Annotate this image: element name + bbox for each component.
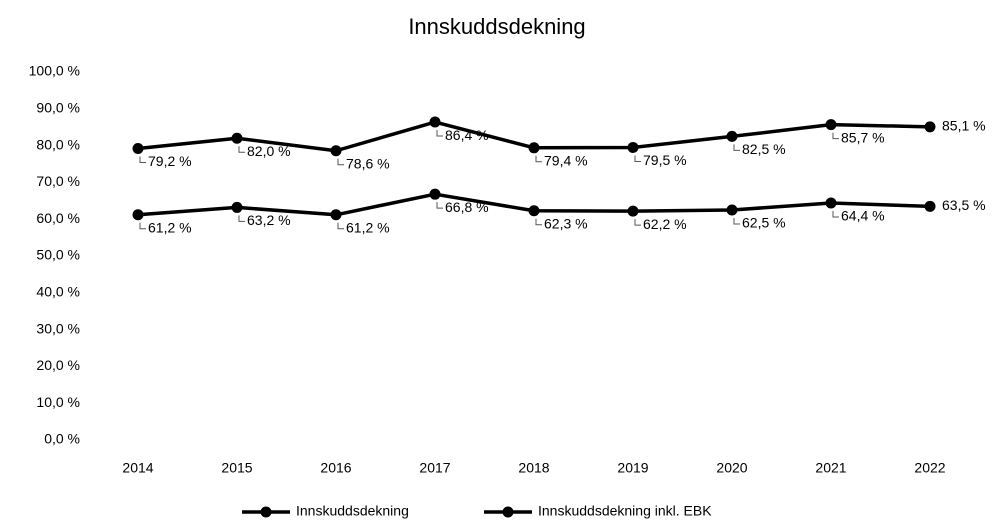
point-marker	[924, 121, 936, 133]
point-marker	[528, 205, 540, 217]
x-tick-label: 2015	[221, 460, 252, 476]
x-tick-label: 2014	[122, 460, 153, 476]
x-tick-label: 2017	[419, 460, 450, 476]
data-label: 82,5 %	[742, 141, 786, 157]
data-label: 62,5 %	[742, 215, 786, 231]
data-label: 64,4 %	[841, 208, 885, 224]
label-leader	[436, 130, 443, 137]
point-marker	[627, 141, 639, 153]
legend-marker	[502, 506, 514, 518]
data-label: 62,3 %	[544, 215, 588, 231]
data-label: 79,4 %	[544, 153, 588, 169]
label-leader	[139, 222, 146, 230]
legend-marker	[260, 506, 272, 518]
x-tick-label: 2020	[716, 460, 747, 476]
data-label: 63,5 %	[942, 197, 986, 213]
point-marker	[726, 130, 738, 142]
point-marker	[330, 209, 342, 221]
y-tick-label: 50,0 %	[36, 247, 80, 263]
y-tick-label: 100,0 %	[29, 63, 80, 79]
label-leader	[238, 215, 245, 222]
y-tick-label: 20,0 %	[36, 357, 80, 373]
data-label: 85,1 %	[942, 118, 986, 134]
point-marker	[627, 205, 639, 217]
label-leader	[535, 155, 542, 163]
data-label: 79,2 %	[148, 153, 192, 169]
label-leader	[733, 218, 740, 225]
y-tick-label: 40,0 %	[36, 284, 80, 300]
label-leader	[832, 211, 839, 218]
data-label: 63,2 %	[247, 212, 291, 228]
point-marker	[726, 204, 738, 216]
point-marker	[924, 200, 936, 212]
label-leader	[238, 146, 245, 153]
point-marker	[132, 143, 144, 155]
label-leader	[832, 132, 839, 140]
data-label: 61,2 %	[148, 219, 192, 235]
x-tick-label: 2021	[815, 460, 846, 476]
y-tick-label: 10,0 %	[36, 394, 80, 410]
point-marker	[231, 201, 243, 213]
point-marker	[825, 119, 837, 131]
y-tick-label: 80,0 %	[36, 136, 80, 152]
point-marker	[429, 116, 441, 128]
label-leader	[634, 155, 641, 162]
y-tick-label: 60,0 %	[36, 210, 80, 226]
data-label: 79,5 %	[643, 152, 687, 168]
point-marker	[528, 142, 540, 154]
point-marker	[429, 188, 441, 200]
label-leader	[337, 222, 344, 230]
y-tick-label: 70,0 %	[36, 173, 80, 189]
data-label: 66,8 %	[445, 199, 489, 215]
label-leader	[139, 156, 146, 164]
label-leader	[535, 218, 542, 226]
label-leader	[733, 144, 740, 151]
x-tick-label: 2018	[518, 460, 549, 476]
legend-label: Innskuddsdekning inkl. EBK	[538, 503, 712, 519]
x-tick-label: 2022	[914, 460, 945, 476]
point-marker	[825, 197, 837, 209]
label-leader	[436, 202, 443, 209]
data-label: 86,4 %	[445, 127, 489, 143]
y-tick-label: 0,0 %	[44, 431, 80, 447]
data-label: 62,2 %	[643, 216, 687, 232]
y-tick-label: 90,0 %	[36, 100, 80, 116]
chart-title: Innskuddsdekning	[408, 14, 585, 39]
data-label: 82,0 %	[247, 143, 291, 159]
label-leader	[634, 219, 641, 226]
point-marker	[132, 209, 144, 221]
data-label: 78,6 %	[346, 155, 390, 171]
legend-label: Innskuddsdekning	[296, 503, 409, 519]
x-tick-label: 2019	[617, 460, 648, 476]
y-tick-label: 30,0 %	[36, 320, 80, 336]
point-marker	[330, 145, 342, 157]
data-label: 61,2 %	[346, 219, 390, 235]
x-tick-label: 2016	[320, 460, 351, 476]
point-marker	[231, 132, 243, 144]
label-leader	[337, 158, 344, 166]
data-label: 85,7 %	[841, 129, 885, 145]
